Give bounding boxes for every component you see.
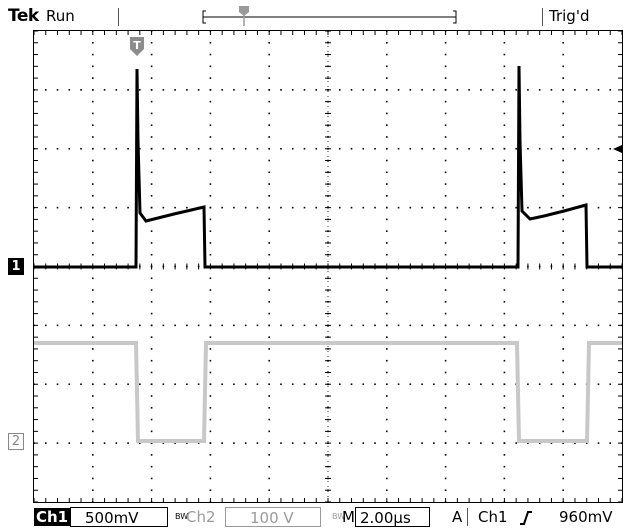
ch2-scale: 100 V bbox=[225, 507, 321, 527]
trigger-mode: A bbox=[452, 508, 463, 526]
ch1-trace bbox=[34, 65, 622, 269]
ch1-label: Ch1 bbox=[34, 508, 71, 526]
ch1-ground-marker: 1 bbox=[8, 258, 24, 275]
timebase-value: 2.00µs bbox=[355, 507, 430, 527]
brand-label: Tek bbox=[8, 6, 39, 26]
waveform-display: T bbox=[33, 30, 623, 503]
ch2-trace bbox=[34, 341, 622, 443]
bandwidth-limit-flag: BW bbox=[332, 512, 346, 521]
trigger-level-arrow bbox=[613, 145, 622, 153]
run-state: Run bbox=[46, 7, 75, 25]
ch2-label: Ch2 bbox=[186, 508, 216, 526]
status-bar: Ch1 500mV BW Ch2 100 V BW M 2.00µs A Ch1… bbox=[0, 505, 627, 529]
svg-text:T: T bbox=[133, 39, 141, 52]
record-position-indicator bbox=[202, 6, 457, 26]
trigger-position-icon bbox=[239, 6, 249, 26]
bandwidth-limit-flag: BW bbox=[175, 512, 189, 521]
graticule bbox=[34, 31, 622, 502]
trigger-point-marker: T bbox=[130, 37, 144, 56]
trigger-source: Ch1 bbox=[478, 508, 508, 526]
trigger-level: 960mV bbox=[559, 508, 613, 526]
trigger-status: Trig'd bbox=[549, 7, 590, 25]
timebase-prefix: M bbox=[342, 508, 355, 526]
separator bbox=[542, 8, 543, 26]
ch1-scale: 500mV bbox=[70, 507, 168, 527]
separator bbox=[467, 508, 468, 526]
rising-edge-icon bbox=[520, 511, 532, 525]
top-bar: Tek Run Trig'd bbox=[0, 0, 627, 30]
ch2-ground-marker: 2 bbox=[8, 433, 24, 450]
separator bbox=[118, 8, 119, 26]
